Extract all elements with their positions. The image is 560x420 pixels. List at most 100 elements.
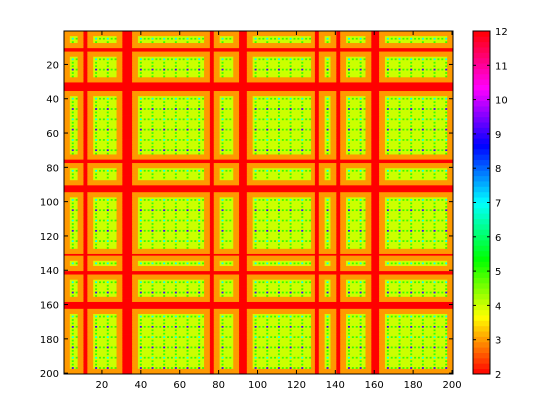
heatmap-cell bbox=[379, 207, 386, 210]
heatmap-cell bbox=[83, 115, 88, 118]
heatmap-cell bbox=[137, 171, 205, 174]
heatmap-cell bbox=[188, 97, 191, 101]
heatmap-cell bbox=[104, 128, 108, 131]
heatmap-cell bbox=[324, 212, 327, 215]
heatmap-cell bbox=[132, 113, 139, 116]
heatmap-cell bbox=[266, 132, 269, 135]
heatmap-cell bbox=[221, 75, 224, 78]
heatmap-cell bbox=[69, 199, 73, 202]
heatmap-cell bbox=[116, 109, 123, 113]
heatmap-cell bbox=[219, 65, 222, 68]
heatmap-cell bbox=[64, 49, 454, 52]
heatmap-cell bbox=[279, 108, 283, 111]
heatmap-cell bbox=[355, 118, 359, 121]
heatmap-cell bbox=[209, 164, 215, 167]
heatmap-cell bbox=[122, 79, 133, 82]
heatmap-cell bbox=[93, 128, 96, 131]
heatmap-cell bbox=[83, 68, 88, 71]
heatmap-cell bbox=[184, 97, 187, 101]
heatmap-cell bbox=[359, 135, 362, 138]
heatmap-cell bbox=[365, 68, 372, 71]
heatmap-cell bbox=[169, 97, 172, 101]
heatmap-cell bbox=[219, 152, 222, 155]
heatmap-cell bbox=[410, 68, 413, 71]
heatmap-cell bbox=[221, 121, 224, 125]
heatmap-cell bbox=[198, 173, 201, 176]
heatmap-cell bbox=[314, 79, 320, 82]
heatmap-cell bbox=[209, 140, 215, 143]
heatmap-cell bbox=[410, 176, 413, 179]
heatmap-cell bbox=[64, 161, 454, 164]
heatmap-cell bbox=[336, 178, 341, 181]
heatmap-cell bbox=[384, 103, 448, 106]
heatmap-cell bbox=[421, 202, 425, 205]
heatmap-cell bbox=[93, 207, 117, 210]
heatmap-cell bbox=[223, 142, 234, 145]
heatmap-cell bbox=[330, 211, 337, 214]
heatmap-cell bbox=[233, 58, 240, 61]
heatmap-cell bbox=[213, 212, 221, 215]
heatmap-cell bbox=[443, 68, 446, 71]
heatmap-cell bbox=[204, 60, 211, 63]
heatmap-cell bbox=[95, 101, 98, 104]
heatmap-cell bbox=[246, 207, 254, 210]
heatmap-cell bbox=[69, 41, 73, 44]
heatmap-cell bbox=[145, 128, 149, 131]
heatmap-cell bbox=[213, 214, 221, 217]
heatmap-cell bbox=[157, 199, 160, 202]
heatmap-cell bbox=[412, 97, 415, 101]
heatmap-cell bbox=[151, 108, 154, 111]
heatmap-cell bbox=[414, 199, 417, 202]
heatmap-cell bbox=[346, 116, 366, 119]
heatmap-cell bbox=[165, 115, 176, 118]
heatmap-cell bbox=[423, 61, 434, 64]
heatmap-cell bbox=[314, 209, 320, 212]
heatmap-cell bbox=[219, 133, 234, 137]
heatmap-cell bbox=[254, 125, 257, 128]
heatmap-cell bbox=[384, 39, 448, 42]
heatmap-cell bbox=[340, 181, 372, 185]
heatmap-cell bbox=[314, 202, 320, 205]
heatmap-cell bbox=[423, 121, 434, 125]
heatmap-cell bbox=[433, 142, 436, 145]
heatmap-cell bbox=[95, 135, 98, 138]
heatmap-cell bbox=[172, 139, 176, 142]
heatmap-cell bbox=[75, 128, 79, 131]
heatmap-cell bbox=[116, 205, 123, 209]
heatmap-cell bbox=[361, 125, 366, 128]
heatmap-cell bbox=[324, 144, 331, 147]
heatmap-cell bbox=[340, 178, 347, 181]
heatmap-cell bbox=[246, 123, 254, 126]
heatmap-cell bbox=[447, 211, 454, 214]
heatmap-cell bbox=[104, 58, 108, 61]
heatmap-cell bbox=[213, 204, 221, 207]
heatmap-cell bbox=[357, 118, 361, 121]
heatmap-cell bbox=[132, 144, 139, 147]
heatmap-cell bbox=[388, 135, 399, 138]
heatmap-cell bbox=[83, 104, 88, 107]
heatmap-cell bbox=[213, 197, 221, 200]
heatmap-cell bbox=[379, 65, 386, 68]
heatmap-cell bbox=[239, 115, 248, 118]
heatmap-cell bbox=[437, 68, 440, 71]
heatmap-cell bbox=[110, 68, 114, 71]
heatmap-cell bbox=[336, 116, 341, 119]
heatmap-cell bbox=[379, 204, 386, 207]
heatmap-cell bbox=[301, 115, 304, 118]
heatmap-cell bbox=[209, 183, 215, 186]
heatmap-cell bbox=[190, 58, 193, 61]
heatmap-cell bbox=[83, 121, 88, 125]
heatmap-cell bbox=[122, 132, 133, 135]
heatmap-cell bbox=[73, 75, 79, 78]
heatmap-cell bbox=[95, 108, 98, 111]
heatmap-cell bbox=[361, 142, 366, 145]
heatmap-cell bbox=[262, 199, 265, 202]
heatmap-cell bbox=[421, 58, 425, 61]
heatmap-cell bbox=[262, 139, 265, 142]
heatmap-cell bbox=[64, 145, 71, 149]
heatmap-cell bbox=[318, 125, 326, 128]
heatmap-cell bbox=[122, 113, 133, 116]
heatmap-cell bbox=[388, 72, 399, 75]
heatmap-cell bbox=[87, 77, 123, 80]
heatmap-cell bbox=[279, 101, 291, 104]
